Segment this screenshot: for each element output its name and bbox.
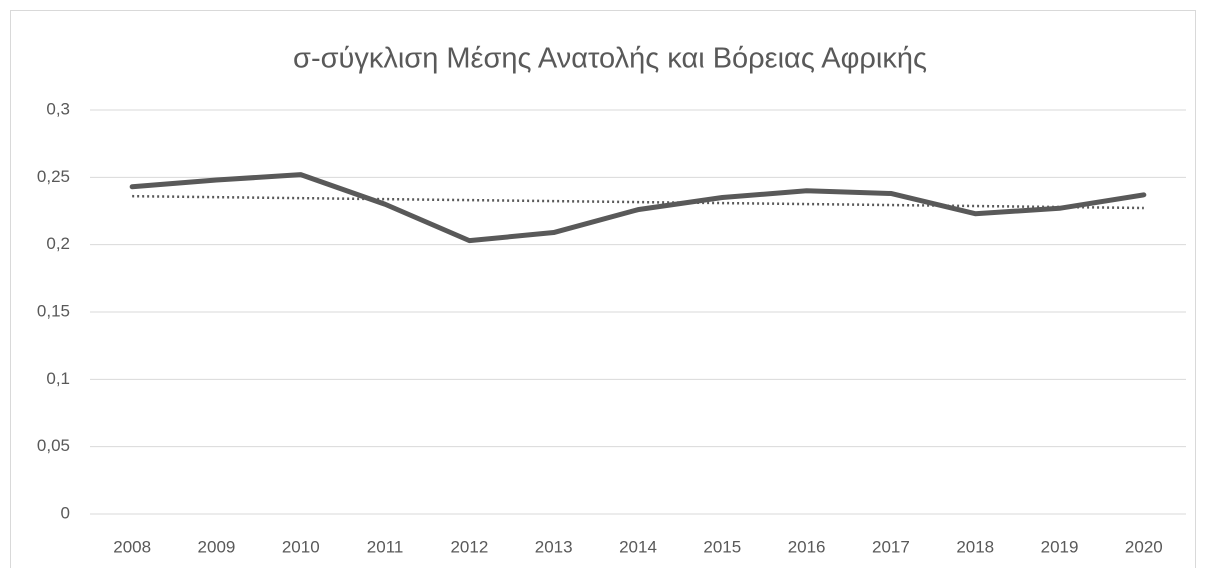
x-tick-label: 2017 xyxy=(872,537,910,556)
x-tick-label: 2015 xyxy=(703,537,741,556)
y-tick-label: 0,05 xyxy=(37,436,70,455)
x-tick-label: 2009 xyxy=(198,537,236,556)
x-tick-label: 2014 xyxy=(619,537,657,556)
y-tick-label: 0,1 xyxy=(46,369,70,388)
y-tick-label: 0,3 xyxy=(46,99,70,118)
trendline xyxy=(132,194,1144,210)
chart-frame xyxy=(10,10,1196,568)
x-tick-label: 2013 xyxy=(535,537,573,556)
y-tick-label: 0,25 xyxy=(37,167,70,186)
chart-title: σ-σύγκλιση Μέσης Ανατολής και Βόρειας Αφ… xyxy=(293,43,927,75)
x-tick-label: 2016 xyxy=(788,537,826,556)
y-tick-label: 0,15 xyxy=(37,301,70,320)
x-tick-label: 2018 xyxy=(956,537,994,556)
x-tick-label: 2010 xyxy=(282,537,320,556)
x-tick-label: 2020 xyxy=(1125,537,1163,556)
y-tick-label: 0 xyxy=(61,503,70,522)
y-tick-label: 0,2 xyxy=(46,234,70,253)
x-tick-label: 2012 xyxy=(450,537,488,556)
series-line xyxy=(129,172,1147,244)
x-tick-label: 2008 xyxy=(113,537,151,556)
x-tick-label: 2011 xyxy=(367,537,404,556)
x-tick-label: 2019 xyxy=(1041,537,1079,556)
